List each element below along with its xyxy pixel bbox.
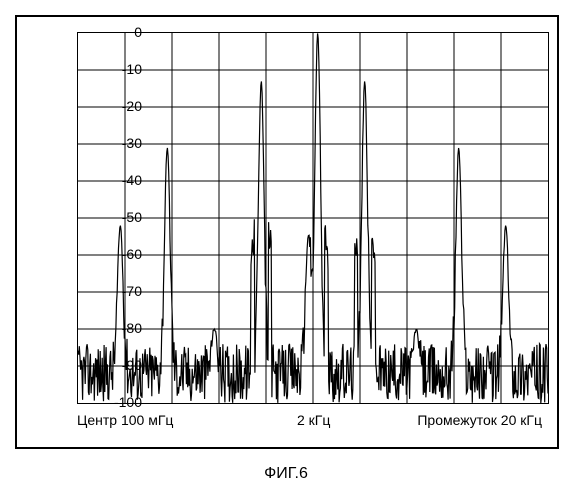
y-tick-label: 0	[102, 24, 142, 40]
y-tick-label: -50	[102, 209, 142, 225]
y-tick-label: -70	[102, 283, 142, 299]
plot-area	[77, 32, 549, 404]
y-tick-label: -80	[102, 320, 142, 336]
y-tick-label: -40	[102, 172, 142, 188]
figure-caption: ФИГ.6	[0, 465, 572, 483]
y-tick-label: -90	[102, 357, 142, 373]
x-label-center: 2 кГц	[297, 412, 330, 428]
x-label-right: Промежуток 20 кГц	[417, 412, 542, 428]
chart-frame: 0 -10 -20 -30 -40 -50 -60 -70 -80 -90 -100 Центр 1…	[15, 15, 559, 449]
x-label-left: Центр 100 мГц	[77, 412, 173, 428]
spectrum-trace	[78, 33, 548, 403]
y-tick-label: -20	[102, 98, 142, 114]
y-tick-label: -100	[102, 394, 142, 410]
y-tick-label: -60	[102, 246, 142, 262]
y-tick-label: -30	[102, 135, 142, 151]
y-tick-label: -10	[102, 61, 142, 77]
